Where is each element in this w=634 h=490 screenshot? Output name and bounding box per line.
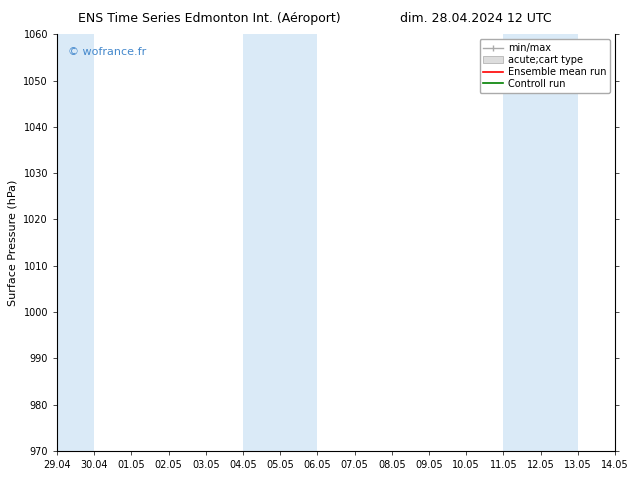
Text: ENS Time Series Edmonton Int. (Aéroport): ENS Time Series Edmonton Int. (Aéroport) [78, 12, 340, 25]
Legend: min/max, acute;cart type, Ensemble mean run, Controll run: min/max, acute;cart type, Ensemble mean … [479, 39, 610, 93]
Bar [503, 34, 578, 451]
Bar [243, 34, 318, 451]
Y-axis label: Surface Pressure (hPa): Surface Pressure (hPa) [8, 179, 18, 306]
Text: © wofrance.fr: © wofrance.fr [68, 47, 146, 57]
Text: dim. 28.04.2024 12 UTC: dim. 28.04.2024 12 UTC [399, 12, 552, 25]
Bar [57, 34, 94, 451]
